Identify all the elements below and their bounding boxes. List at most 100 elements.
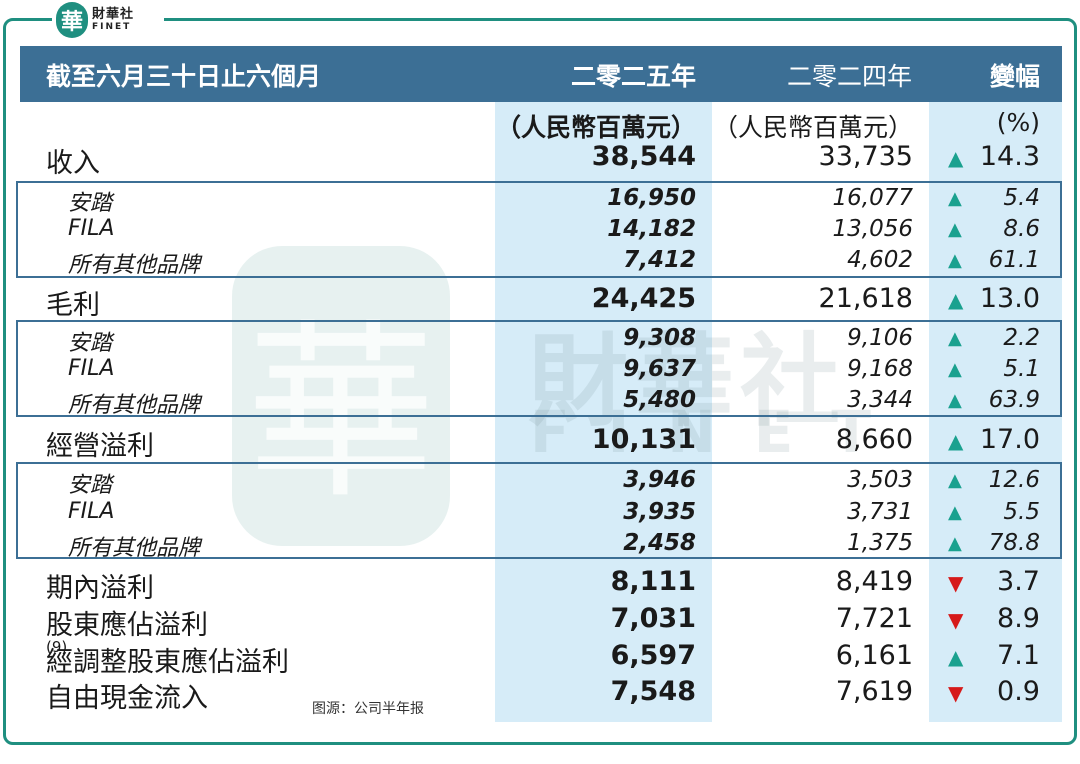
logo-cn: 財華社 <box>92 7 135 22</box>
value-2025: 2,458 <box>623 530 696 556</box>
row-label: 所有其他品牌 <box>68 253 201 278</box>
header-2025: 二零二五年 <box>570 62 696 91</box>
header-change: 變幅 <box>989 62 1040 91</box>
change-pct: 5.5 <box>1003 499 1040 525</box>
value-2024: 16,077 <box>832 185 913 211</box>
down-arrow-icon: ▼ <box>948 681 964 705</box>
watermark-cn: 財華社 <box>528 323 846 440</box>
table-row-rev-anta: 安踏 16,950 16,077 ▲ 5.4 <box>0 183 1080 216</box>
value-2025: 6,597 <box>610 640 696 671</box>
row-label: FILA <box>68 499 115 524</box>
row-label: FILA <box>68 216 115 241</box>
change-pct: 2.2 <box>1003 325 1040 351</box>
value-2024: 9,106 <box>847 325 913 351</box>
value-2025: 38,544 <box>591 141 696 172</box>
change-pct: 61.1 <box>988 247 1040 273</box>
header-period-label: 截至六月三十日止六個月 <box>46 62 322 91</box>
table-row-op-anta: 安踏 3,946 3,503 ▲ 12.6 <box>0 465 1080 498</box>
value-2025: 16,950 <box>607 185 696 211</box>
down-arrow-icon: ▼ <box>948 608 964 632</box>
value-2025: 7,412 <box>623 247 696 273</box>
table-row-rev-fila: FILA 14,182 13,056 ▲ 8.6 <box>0 214 1080 246</box>
value-2024: 8,660 <box>835 424 913 455</box>
row-label: 所有其他品牌 <box>68 393 201 418</box>
change-pct: 63.9 <box>988 387 1040 413</box>
row-label: 期內溢利 <box>46 573 154 604</box>
revenue-breakdown-box <box>16 181 1062 278</box>
value-2025: 3,935 <box>623 499 696 525</box>
up-arrow-icon: ▲ <box>948 390 962 411</box>
row-label: 安踏 <box>68 473 113 498</box>
value-2024: 13,056 <box>832 216 913 242</box>
change-pct: 8.6 <box>1003 216 1040 242</box>
row-label-text: 經調整股東應佔溢利 <box>46 647 289 678</box>
value-2025: 10,131 <box>591 424 696 455</box>
row-label: 安踏 <box>68 331 113 356</box>
down-arrow-icon: ▼ <box>948 571 964 595</box>
up-arrow-icon: ▲ <box>948 502 962 523</box>
change-pct: 5.4 <box>1003 185 1040 211</box>
value-2024: 3,503 <box>847 467 913 493</box>
change-pct: 78.8 <box>988 530 1040 556</box>
value-2025: 3,946 <box>623 467 696 493</box>
change-pct: 17.0 <box>979 424 1040 455</box>
row-label: 收入 <box>46 148 100 179</box>
table-row-gp-fila: FILA 9,637 9,168 ▲ 5.1 <box>0 354 1080 386</box>
source-note: 图源：公司半年报 <box>312 701 424 717</box>
change-pct: 8.9 <box>997 603 1040 634</box>
logo-badge: 華 <box>56 2 88 38</box>
value-2025: 9,308 <box>623 325 696 351</box>
value-2024: 33,735 <box>818 141 913 172</box>
value-2025: 8,111 <box>610 566 696 597</box>
table-row-op-other: 所有其他品牌 2,458 1,375 ▲ 78.8 <box>0 528 1080 561</box>
table-row-gp-anta: 安踏 9,308 9,106 ▲ 2.2 <box>0 323 1080 356</box>
row-label: 自由現金流入 <box>46 683 208 714</box>
column-highlight-change <box>929 102 1062 722</box>
up-arrow-icon: ▲ <box>948 470 962 491</box>
gross-profit-breakdown-box <box>16 320 1062 417</box>
up-arrow-icon: ▲ <box>948 146 964 170</box>
value-2025: 5,480 <box>623 387 696 413</box>
table-row-gross-profit: 毛利 24,425 21,618 ▲ 13.0 <box>0 283 1080 321</box>
value-2024: 21,618 <box>818 283 913 314</box>
logo-en: FINET <box>92 22 132 32</box>
column-highlight-2025 <box>495 102 712 722</box>
row-label: 毛利 <box>46 290 100 321</box>
change-pct: 0.9 <box>997 676 1040 707</box>
table-row-period-profit: 期內溢利 8,111 8,419 ▼ 3.7 <box>0 566 1080 604</box>
outer-frame <box>3 18 1077 745</box>
change-pct: 7.1 <box>997 640 1040 671</box>
table-header: 截至六月三十日止六個月 二零二五年 二零二四年 變幅 <box>20 46 1062 102</box>
watermark-seal: 華 <box>232 246 450 546</box>
up-arrow-icon: ▲ <box>948 250 962 271</box>
logo-text: 財華社 FINET <box>92 8 134 32</box>
value-2025: 7,548 <box>610 676 696 707</box>
footnote-ref: (9) <box>46 638 68 656</box>
value-2025: 7,031 <box>610 603 696 634</box>
unit-2025: （人民幣百萬元） <box>495 113 696 142</box>
change-pct: 3.7 <box>997 566 1040 597</box>
row-label: FILA <box>68 356 115 381</box>
table-row-op-fila: FILA 3,935 3,731 ▲ 5.5 <box>0 497 1080 529</box>
change-pct: 5.1 <box>1003 356 1040 382</box>
up-arrow-icon: ▲ <box>948 328 962 349</box>
table-row-revenue: 收入 38,544 33,735 ▲ 14.3 <box>0 141 1080 179</box>
table-row-adjusted-shareholder-profit: 經調整股東應佔溢利 (9) 6,597 6,161 ▲ 7.1 <box>0 638 1080 678</box>
table-row-free-cash-flow: 自由現金流入 7,548 7,619 ▼ 0.9 <box>0 676 1080 714</box>
up-arrow-icon: ▲ <box>948 219 962 240</box>
table-row-operating-profit: 經營溢利 10,131 8,660 ▲ 17.0 <box>0 424 1080 462</box>
value-2024: 8,419 <box>835 566 913 597</box>
row-label: 所有其他品牌 <box>68 536 201 561</box>
operating-profit-breakdown-box <box>16 462 1062 559</box>
value-2024: 7,721 <box>835 603 913 634</box>
row-label: 安踏 <box>68 191 113 216</box>
up-arrow-icon: ▲ <box>948 359 962 380</box>
value-2025: 14,182 <box>607 216 696 242</box>
value-2024: 6,161 <box>835 640 913 671</box>
up-arrow-icon: ▲ <box>948 429 964 453</box>
up-arrow-icon: ▲ <box>948 288 964 312</box>
unit-pct: (%) <box>996 108 1040 137</box>
value-2024: 3,731 <box>847 499 913 525</box>
value-2024: 1,375 <box>847 530 913 556</box>
value-2024: 3,344 <box>847 387 913 413</box>
